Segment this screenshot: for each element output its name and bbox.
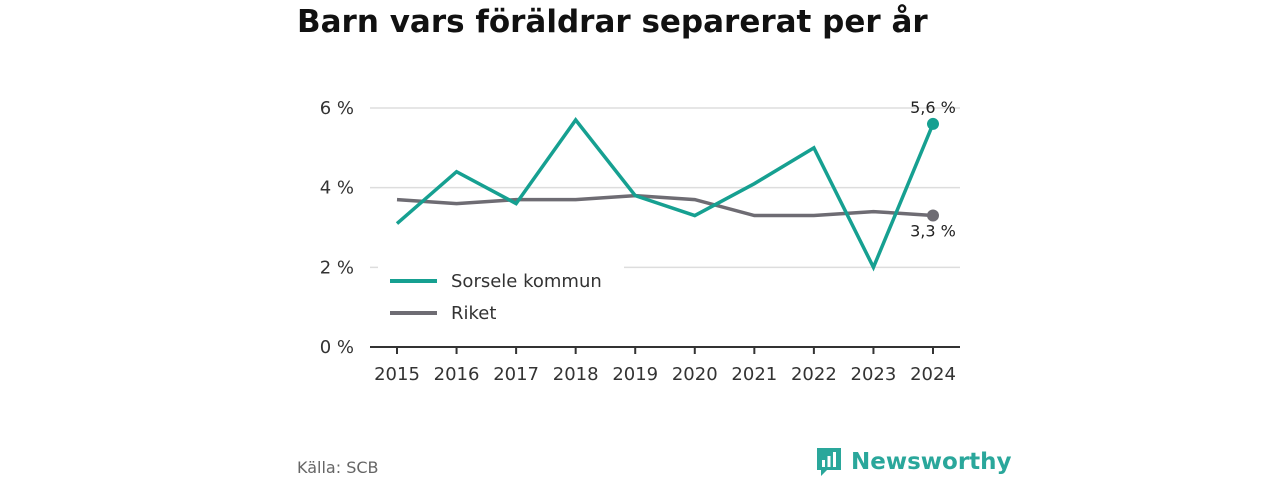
x-axis: 2015 2016 2017 2018 2019 2020 2021 2022 2023 2024 — [370, 346, 960, 385]
legend-label: Sorsele kommun — [451, 271, 602, 292]
end-value-label: 5,6 % — [910, 98, 956, 117]
x-tick-label: 2015 — [374, 364, 420, 385]
x-tick-label: 2022 — [791, 364, 837, 385]
y-axis-tick-labels: 0 % 2 % 4 % 6 % — [320, 98, 354, 358]
x-tick-label: 2020 — [672, 364, 718, 385]
series-line — [396, 193, 934, 218]
x-tick-label: 2017 — [493, 364, 539, 385]
x-tick-label: 2018 — [553, 364, 599, 385]
y-tick-label: 0 % — [320, 337, 354, 358]
bar-chart-logo-icon — [817, 448, 841, 476]
legend-label: Riket — [451, 303, 496, 324]
y-tick-label: 6 % — [320, 98, 354, 119]
end-value-label: 3,3 % — [910, 222, 956, 241]
y-tick-label: 2 % — [320, 257, 354, 278]
x-tick-label: 2016 — [434, 364, 480, 385]
x-tick-label: 2019 — [612, 364, 658, 385]
series-line — [395, 117, 935, 272]
x-tick-label: 2024 — [910, 364, 956, 385]
brand-logo: Newsworthy — [815, 446, 1012, 478]
end-labels: 5,6 % 3,3 % — [910, 98, 956, 241]
end-point — [927, 209, 939, 222]
legend-background — [378, 266, 624, 336]
source-label: Källa: SCB — [297, 458, 379, 477]
end-point — [927, 117, 939, 130]
y-tick-label: 4 % — [320, 178, 354, 199]
x-tick-label: 2023 — [851, 364, 897, 385]
series-lines — [395, 117, 935, 272]
x-tick-label: 2021 — [731, 364, 777, 385]
legend: Sorsele kommun Riket — [378, 266, 624, 336]
gridlines — [370, 107, 960, 269]
brand-name: Newsworthy — [851, 449, 1012, 475]
chart-title: Barn vars föräldrar separerat per år — [297, 4, 928, 40]
